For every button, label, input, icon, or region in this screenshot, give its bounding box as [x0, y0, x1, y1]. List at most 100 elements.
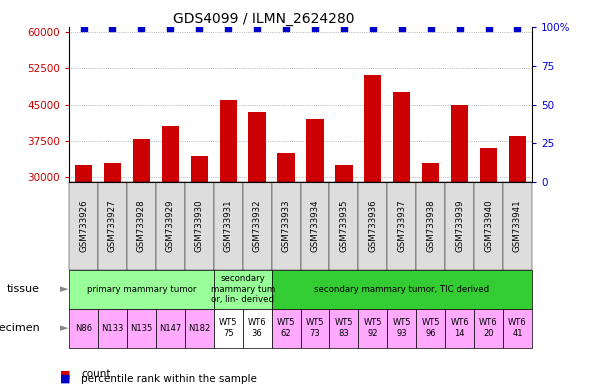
FancyBboxPatch shape — [358, 182, 387, 270]
Text: GSM733929: GSM733929 — [166, 200, 175, 252]
Text: N86: N86 — [75, 324, 92, 333]
Point — [339, 25, 349, 31]
Bar — [162, 126, 179, 323]
FancyBboxPatch shape — [185, 309, 214, 348]
FancyBboxPatch shape — [503, 309, 532, 348]
FancyBboxPatch shape — [156, 182, 185, 270]
FancyBboxPatch shape — [416, 182, 445, 270]
Text: WT6
36: WT6 36 — [248, 318, 266, 338]
Bar — [451, 104, 468, 323]
Bar — [364, 76, 382, 323]
Bar — [335, 166, 353, 323]
FancyBboxPatch shape — [329, 182, 358, 270]
Text: N133: N133 — [102, 324, 124, 333]
FancyBboxPatch shape — [243, 182, 272, 270]
Text: WT5
93: WT5 93 — [392, 318, 411, 338]
Bar — [508, 136, 526, 323]
Point — [165, 25, 175, 31]
FancyBboxPatch shape — [387, 309, 416, 348]
FancyBboxPatch shape — [272, 270, 532, 309]
Text: WT5
62: WT5 62 — [277, 318, 295, 338]
Text: tissue: tissue — [7, 284, 40, 294]
Point — [224, 25, 233, 31]
Text: N147: N147 — [159, 324, 182, 333]
Text: WT5
73: WT5 73 — [306, 318, 324, 338]
Text: N182: N182 — [188, 324, 210, 333]
Point — [426, 25, 436, 31]
FancyBboxPatch shape — [127, 182, 156, 270]
Text: ►: ► — [60, 323, 69, 333]
Bar — [393, 93, 410, 323]
FancyBboxPatch shape — [474, 309, 503, 348]
Text: WT5
75: WT5 75 — [219, 318, 237, 338]
Text: primary mammary tumor: primary mammary tumor — [87, 285, 196, 294]
Text: GSM733928: GSM733928 — [137, 200, 146, 252]
Point — [136, 25, 146, 31]
Text: GSM733935: GSM733935 — [340, 200, 349, 252]
Bar — [133, 139, 150, 323]
FancyBboxPatch shape — [272, 309, 300, 348]
Bar — [480, 148, 497, 323]
Text: WT5
96: WT5 96 — [421, 318, 440, 338]
FancyBboxPatch shape — [69, 270, 214, 309]
Text: ►: ► — [60, 284, 69, 294]
Bar — [104, 163, 121, 323]
FancyBboxPatch shape — [358, 309, 387, 348]
Text: count: count — [81, 369, 111, 379]
Text: GSM733939: GSM733939 — [455, 200, 464, 252]
Bar — [422, 163, 439, 323]
Point — [79, 25, 88, 31]
Text: GSM733931: GSM733931 — [224, 200, 233, 252]
Text: GSM733937: GSM733937 — [397, 200, 406, 252]
Bar — [307, 119, 324, 323]
Point — [513, 25, 522, 31]
FancyBboxPatch shape — [329, 309, 358, 348]
Point — [368, 25, 377, 31]
Text: GSM733926: GSM733926 — [79, 200, 88, 252]
FancyBboxPatch shape — [474, 182, 503, 270]
Text: WT6
14: WT6 14 — [450, 318, 469, 338]
Text: GSM733940: GSM733940 — [484, 200, 493, 252]
Bar — [75, 166, 93, 323]
Text: GSM733934: GSM733934 — [311, 200, 320, 252]
FancyBboxPatch shape — [69, 309, 98, 348]
FancyBboxPatch shape — [300, 309, 329, 348]
Text: WT5
92: WT5 92 — [364, 318, 382, 338]
Bar — [191, 156, 208, 323]
Point — [484, 25, 493, 31]
Point — [195, 25, 204, 31]
Bar — [219, 100, 237, 323]
FancyBboxPatch shape — [416, 309, 445, 348]
FancyBboxPatch shape — [243, 309, 272, 348]
Text: N135: N135 — [130, 324, 153, 333]
FancyBboxPatch shape — [214, 182, 243, 270]
FancyBboxPatch shape — [185, 182, 214, 270]
FancyBboxPatch shape — [445, 309, 474, 348]
Text: GSM733941: GSM733941 — [513, 200, 522, 252]
FancyBboxPatch shape — [98, 182, 127, 270]
FancyBboxPatch shape — [69, 182, 98, 270]
FancyBboxPatch shape — [445, 182, 474, 270]
Text: WT5
83: WT5 83 — [335, 318, 353, 338]
Point — [108, 25, 117, 31]
Text: GSM733927: GSM733927 — [108, 200, 117, 252]
Text: ■: ■ — [60, 369, 70, 379]
FancyBboxPatch shape — [156, 309, 185, 348]
Text: secondary
mammary tum
or, lin- derived: secondary mammary tum or, lin- derived — [210, 274, 275, 304]
Title: GDS4099 / ILMN_2624280: GDS4099 / ILMN_2624280 — [172, 12, 354, 26]
Text: ■: ■ — [60, 374, 70, 384]
Text: GSM733930: GSM733930 — [195, 200, 204, 252]
FancyBboxPatch shape — [127, 309, 156, 348]
Text: percentile rank within the sample: percentile rank within the sample — [81, 374, 257, 384]
Point — [310, 25, 320, 31]
Text: GSM733938: GSM733938 — [426, 200, 435, 252]
Point — [252, 25, 262, 31]
FancyBboxPatch shape — [387, 182, 416, 270]
Bar — [248, 112, 266, 323]
Text: WT6
20: WT6 20 — [479, 318, 498, 338]
Text: GSM733933: GSM733933 — [281, 200, 290, 252]
Text: secondary mammary tumor, TIC derived: secondary mammary tumor, TIC derived — [314, 285, 489, 294]
Point — [281, 25, 291, 31]
Text: WT6
41: WT6 41 — [508, 318, 526, 338]
FancyBboxPatch shape — [503, 182, 532, 270]
